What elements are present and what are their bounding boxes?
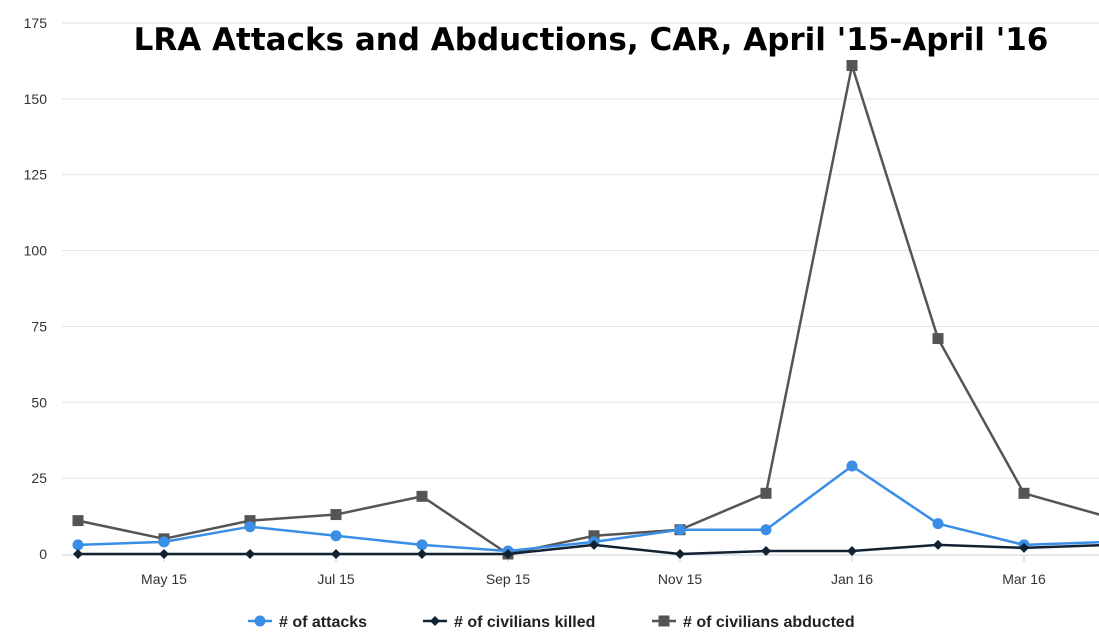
data-point xyxy=(760,487,772,499)
y-tick-label: 25 xyxy=(31,470,47,486)
series-0 xyxy=(72,460,1099,557)
data-point xyxy=(932,333,944,345)
y-tick-label: 75 xyxy=(31,318,47,334)
data-point xyxy=(760,524,772,536)
x-tick-label: Mar 16 xyxy=(1002,571,1046,587)
data-point xyxy=(846,460,858,472)
gridlines xyxy=(62,22,1099,479)
data-point xyxy=(588,530,600,542)
legend-item[interactable]: # of attacks xyxy=(248,614,367,631)
chart-title: LRA Attacks and Abductions, CAR, April '… xyxy=(134,22,1049,58)
data-point xyxy=(589,539,599,550)
legend: # of attacks # of civilians killed # of ci… xyxy=(248,614,855,631)
legend-marker xyxy=(658,615,670,627)
x-tick-label: Jul 15 xyxy=(317,571,355,587)
x-axis: May 15 Jul 15 Sep 15 Nov 15 Jan 16 Mar 16 xyxy=(62,554,1099,587)
legend-label: # of attacks xyxy=(279,614,367,631)
data-point xyxy=(331,549,341,559)
legend-label: # of civilians abducted xyxy=(683,614,855,631)
x-tick-label: Jan 16 xyxy=(831,571,873,587)
data-point xyxy=(330,530,342,542)
legend-item[interactable]: # of civilians killed xyxy=(423,614,595,631)
data-point xyxy=(72,539,84,551)
y-tick-label: 0 xyxy=(39,546,47,562)
data-point xyxy=(932,518,944,530)
series-layer xyxy=(72,59,1099,560)
series-2 xyxy=(72,59,1099,560)
y-tick-label: 50 xyxy=(31,394,47,410)
legend-marker xyxy=(430,616,440,626)
legend-marker xyxy=(254,615,266,627)
data-point xyxy=(761,545,771,556)
x-tick-label: Nov 15 xyxy=(658,571,703,587)
y-tick-label: 100 xyxy=(24,243,48,259)
data-point xyxy=(73,549,83,559)
data-point xyxy=(417,549,427,559)
data-point xyxy=(1019,542,1029,553)
data-point xyxy=(244,521,256,533)
data-point xyxy=(846,59,858,71)
series-line xyxy=(78,543,1099,556)
y-tick-label: 175 xyxy=(24,15,48,31)
x-tick-label: May 15 xyxy=(141,571,187,587)
x-tick-label: Sep 15 xyxy=(486,571,531,587)
data-point xyxy=(159,549,169,559)
series-1 xyxy=(73,539,1099,559)
data-point xyxy=(933,539,943,550)
data-point xyxy=(330,509,342,521)
series-line xyxy=(77,64,1099,556)
data-point xyxy=(245,549,255,559)
data-point xyxy=(1018,487,1030,499)
legend-item[interactable]: # of civilians abducted xyxy=(652,614,855,631)
data-point xyxy=(674,524,686,536)
data-point xyxy=(158,536,170,548)
data-point xyxy=(675,549,685,559)
data-point xyxy=(503,549,513,559)
legend-label: # of civilians killed xyxy=(454,614,595,631)
data-point xyxy=(416,490,428,502)
data-point xyxy=(847,545,857,556)
data-point xyxy=(72,515,84,527)
y-axis: 0 25 50 75 100 125 150 175 xyxy=(24,15,48,562)
y-tick-label: 125 xyxy=(24,167,48,183)
data-point xyxy=(244,515,256,527)
data-point xyxy=(416,539,428,551)
y-tick-label: 150 xyxy=(24,91,48,107)
